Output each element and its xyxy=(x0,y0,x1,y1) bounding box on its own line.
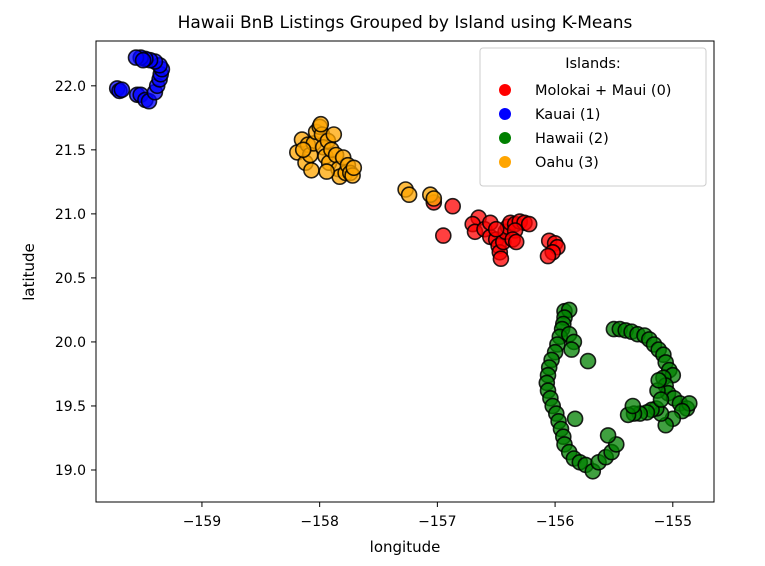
data-point xyxy=(134,51,152,69)
x-tick-label: −159 xyxy=(183,514,221,530)
data-point xyxy=(312,115,330,133)
legend-box xyxy=(479,47,707,187)
x-tick-label: −157 xyxy=(418,514,456,530)
data-point xyxy=(434,227,452,244)
data-point xyxy=(318,163,336,180)
legend-label: Oahu (3) xyxy=(535,155,599,171)
x-axis-ticks: −159 −158 −157 −156 −155 xyxy=(183,502,692,530)
x-tick-label: −156 xyxy=(536,514,575,530)
data-point xyxy=(652,391,670,408)
chart-title: Hawaii BnB Listings Grouped by Island us… xyxy=(178,13,633,33)
series-0 xyxy=(425,194,566,268)
data-point xyxy=(113,81,131,98)
x-axis-label: longitude xyxy=(370,538,441,556)
legend-title: Islands: xyxy=(565,56,621,72)
data-point xyxy=(325,126,343,143)
data-point xyxy=(345,159,363,177)
x-tick-label: −158 xyxy=(300,514,338,530)
x-tick-label: −155 xyxy=(654,514,692,530)
y-tick-label: 19.0 xyxy=(55,463,86,479)
series-2 xyxy=(538,301,698,480)
legend-marker xyxy=(499,84,511,96)
y-tick-label: 22.0 xyxy=(55,79,86,95)
data-point xyxy=(507,233,525,251)
data-point xyxy=(579,352,597,370)
data-point xyxy=(425,190,443,207)
data-point xyxy=(563,341,580,358)
y-axis-label: latitude xyxy=(20,243,38,301)
data-point xyxy=(520,215,538,233)
data-point xyxy=(400,186,418,203)
data-point xyxy=(492,250,510,268)
data-point xyxy=(294,141,312,159)
plot-frame xyxy=(95,40,715,503)
legend-marker xyxy=(499,156,511,168)
y-tick-label: 20.5 xyxy=(55,271,86,287)
data-point xyxy=(624,397,642,415)
data-point xyxy=(599,427,617,444)
y-axis-ticks: 19.0 19.5 20.0 20.5 21.0 21.5 22.0 xyxy=(55,79,96,479)
data-point xyxy=(303,162,320,179)
data-point xyxy=(487,220,505,238)
data-point xyxy=(539,247,557,265)
data-point xyxy=(444,197,462,215)
legend-label: Hawaii (2) xyxy=(535,131,609,147)
series-1 xyxy=(108,49,171,110)
series-3 xyxy=(288,115,443,207)
data-point xyxy=(650,371,668,389)
legend-marker xyxy=(499,132,511,144)
y-tick-label: 19.5 xyxy=(55,399,86,415)
data-point xyxy=(566,410,584,428)
legend-label: Kauai (1) xyxy=(535,107,600,123)
data-points xyxy=(108,49,698,480)
y-tick-label: 21.5 xyxy=(55,143,86,159)
legend-label: Molokai + Maui (0) xyxy=(535,83,671,99)
legend: Islands: Molokai + Maui (0) Kauai (1) Hawa… xyxy=(479,47,707,187)
legend-marker xyxy=(499,108,511,120)
y-tick-label: 20.0 xyxy=(55,335,86,351)
y-tick-label: 21.0 xyxy=(55,207,86,223)
